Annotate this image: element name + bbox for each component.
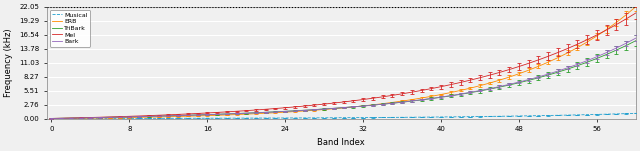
Bark bbox=[359, 105, 367, 107]
X-axis label: Band Index: Band Index bbox=[317, 138, 365, 147]
Musical bbox=[252, 117, 260, 119]
Musical bbox=[398, 116, 406, 118]
Bark bbox=[252, 112, 260, 114]
Musical bbox=[554, 114, 562, 116]
ERB bbox=[252, 113, 260, 115]
Bark bbox=[632, 37, 639, 39]
ERB bbox=[47, 118, 55, 119]
ERB bbox=[184, 115, 191, 117]
Bark bbox=[164, 115, 172, 117]
Mel bbox=[398, 93, 406, 95]
Line: Musical: Musical bbox=[51, 113, 636, 119]
Mel bbox=[47, 117, 55, 119]
Line: ERB: ERB bbox=[51, 7, 636, 119]
Musical bbox=[164, 117, 172, 119]
Legend: Musical, ERB, TriBark, Mel, Bark: Musical, ERB, TriBark, Mel, Bark bbox=[50, 10, 90, 47]
Bark bbox=[398, 101, 406, 103]
Bark bbox=[554, 70, 562, 72]
Bark bbox=[184, 114, 191, 116]
ERB bbox=[554, 57, 562, 59]
TriBark bbox=[47, 117, 55, 119]
ERB bbox=[359, 105, 367, 107]
Mel bbox=[632, 12, 639, 14]
TriBark bbox=[164, 115, 172, 117]
TriBark bbox=[359, 105, 367, 107]
ERB bbox=[632, 6, 639, 8]
Line: TriBark: TriBark bbox=[51, 41, 636, 118]
Mel bbox=[164, 114, 172, 116]
ERB bbox=[398, 100, 406, 102]
TriBark bbox=[398, 101, 406, 103]
TriBark bbox=[184, 114, 191, 116]
Mel bbox=[554, 52, 562, 53]
Line: Mel: Mel bbox=[51, 13, 636, 118]
Musical bbox=[359, 117, 367, 119]
TriBark bbox=[632, 40, 639, 42]
Musical bbox=[632, 112, 639, 114]
Line: Bark: Bark bbox=[51, 38, 636, 119]
Mel bbox=[359, 99, 367, 100]
Mel bbox=[252, 109, 260, 111]
Musical bbox=[47, 118, 55, 119]
TriBark bbox=[554, 71, 562, 73]
Bark bbox=[47, 118, 55, 119]
Y-axis label: Frequency (kHz): Frequency (kHz) bbox=[4, 28, 13, 97]
TriBark bbox=[252, 112, 260, 114]
Musical bbox=[184, 117, 191, 119]
ERB bbox=[164, 116, 172, 118]
Mel bbox=[184, 113, 191, 115]
